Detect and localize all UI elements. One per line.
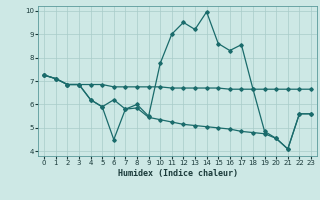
- X-axis label: Humidex (Indice chaleur): Humidex (Indice chaleur): [118, 169, 238, 178]
